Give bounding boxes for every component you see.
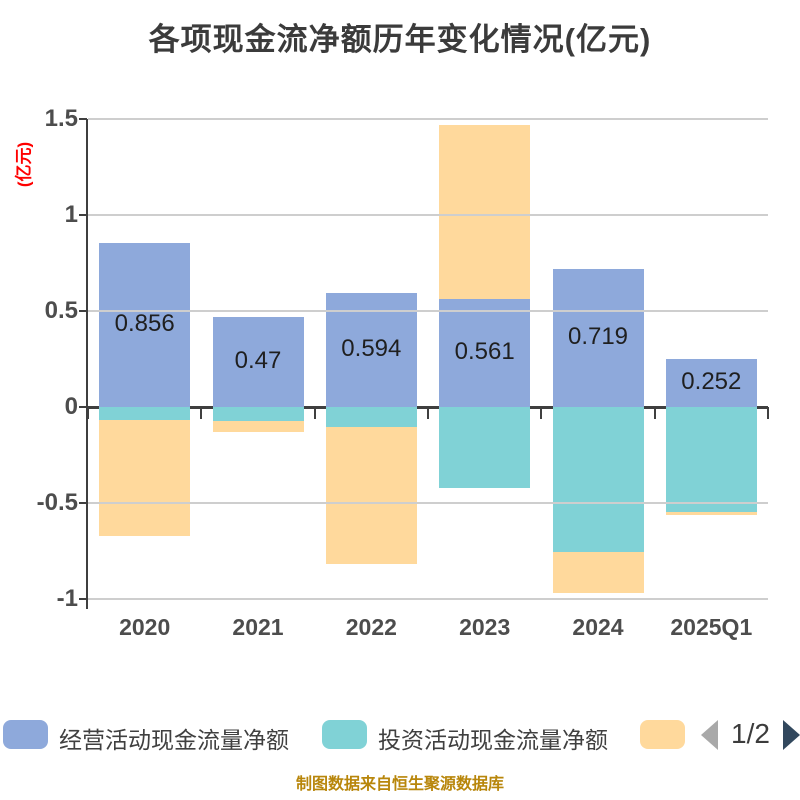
chart-title: 各项现金流净额历年变化情况(亿元) [148,22,652,57]
x-axis-tick [653,407,656,419]
legend-swatch-financing[interactable] [640,720,685,749]
bar-segment-series2-2021 [212,407,304,422]
y-axis-line [86,119,88,609]
x-axis-tick [427,407,429,419]
bar-segment-series2-2023 [439,407,531,489]
bar-segment-series2-2024 [552,407,644,552]
y-axis-tick [79,214,87,216]
x-axis-tick [540,407,543,419]
bar-value-label: 0.719 [567,322,629,350]
x-axis-label-2024: 2024 [572,614,624,640]
bar-segment-series2-2022 [325,407,417,427]
next-page-icon[interactable] [783,720,800,750]
y-axis-tick-label: -1 [56,585,78,612]
y-axis-tick-label: 0 [64,393,78,420]
x-axis-tick [200,407,203,419]
legend-swatch-investing[interactable] [322,720,367,749]
y-axis-tick [79,118,87,120]
x-axis-label-2023: 2023 [459,614,511,640]
y-axis-tick-label: -0.5 [36,489,78,516]
gridline [88,598,768,600]
x-axis-label-2025Q1: 2025Q1 [670,614,753,640]
gridline [88,502,768,504]
bar-segment-series3-2021 [212,421,304,432]
bar-value-label: 0.252 [681,367,742,395]
bar-value-label: 0.856 [114,309,175,337]
legend-swatch-operating[interactable] [3,720,48,749]
legend-label-investing[interactable]: 投资活动现金流量净额 [378,727,608,753]
bar-value-label: 0.561 [454,338,515,366]
x-axis-label-2022: 2022 [345,614,397,640]
y-axis-tick [79,406,87,408]
x-axis-tick [767,407,769,419]
legend: 经营活动现金流量净额 投资活动现金流量净额 1/2 [0,718,800,753]
bar-segment-series1-2021 [212,316,304,407]
page-indicator: 1/2 [731,718,770,749]
bar-segment-series2-2020 [99,407,191,421]
bar-segment-series3-2023 [439,124,531,300]
bar-segment-series3-2020 [99,420,191,536]
gridline [88,310,768,312]
legend-label-operating[interactable]: 经营活动现金流量净额 [59,727,289,753]
x-axis-tick [87,407,89,419]
gridline [88,214,768,216]
bar-value-label: 0.47 [234,346,282,374]
bar-segment-series1-2024 [552,268,644,407]
y-axis-tick [79,502,87,504]
gridline [88,118,768,120]
bar-segment-series1-2023 [439,299,531,407]
y-axis-tick [79,310,87,312]
x-axis-tick [313,407,316,419]
prev-page-icon[interactable] [701,720,718,750]
plot-area: 1.5 1 0.5 0 -0.5 -1 0.856 2020 0.47 2021 0.594 2022… [36,105,769,640]
x-axis-label-2021: 2021 [232,614,284,640]
bar-segment-series3-2025Q1 [665,512,757,515]
x-axis-label-2020: 2020 [119,614,171,640]
bar-segment-series1-2020 [99,242,191,407]
bar-segment-series1-2025Q1 [665,358,757,407]
bar-segment-series3-2024 [552,551,644,593]
bar-value-label: 0.594 [341,334,402,362]
data-source-note: 制图数据来自恒生聚源数据库 [295,776,504,793]
y-axis-tick-label: 0.5 [44,297,78,324]
bar-segment-series3-2022 [325,426,417,565]
bar-segment-series2-2025Q1 [665,407,757,513]
y-axis-tick-label: 1 [64,201,78,228]
y-axis-tick [79,598,87,600]
y-axis-tick-label: 1.5 [44,105,78,132]
